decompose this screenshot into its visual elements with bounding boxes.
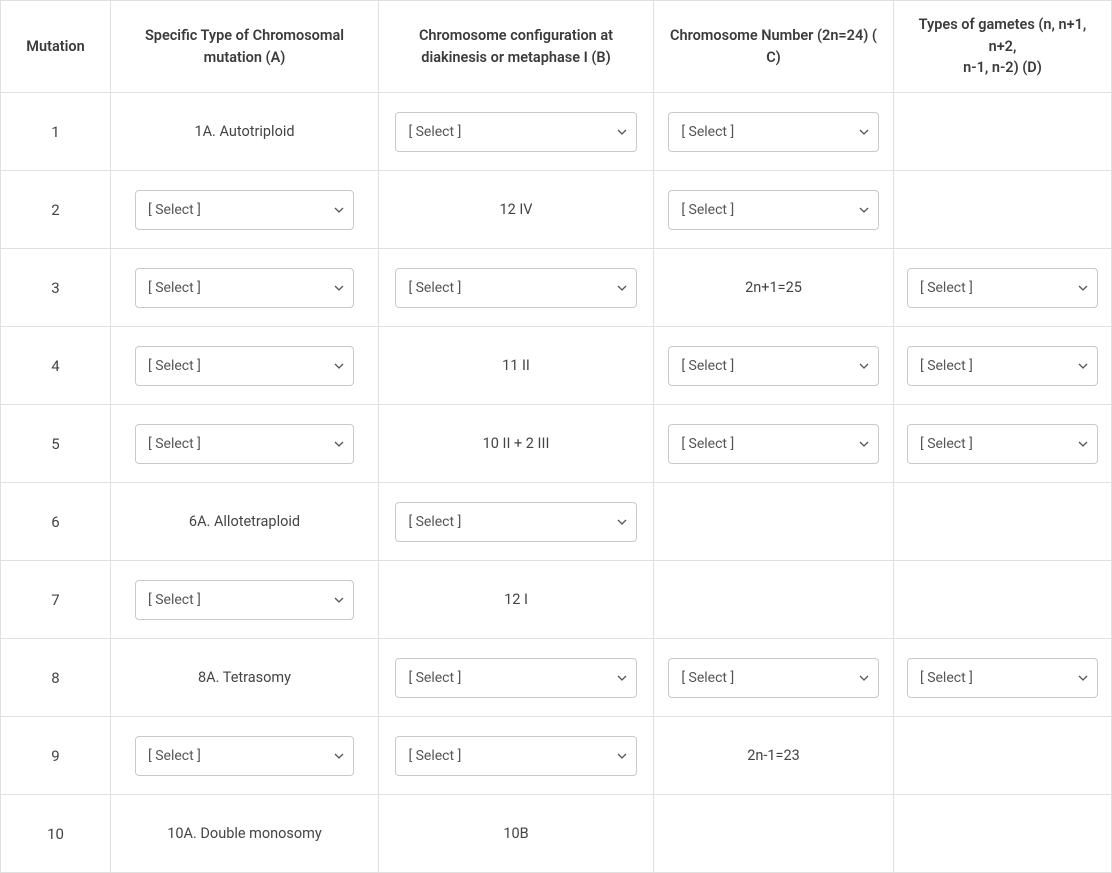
chevron-down-icon bbox=[859, 129, 869, 135]
row-number: 3 bbox=[51, 279, 59, 297]
select-d-row3[interactable]: [ Select ] bbox=[907, 268, 1098, 308]
table-header: Mutation Specific Type of Chromosomal mu… bbox=[1, 1, 1112, 93]
cell-text-b-row10: 10B bbox=[503, 825, 528, 842]
chevron-down-icon bbox=[1078, 675, 1088, 681]
select-placeholder: [ Select ] bbox=[681, 358, 734, 374]
select-placeholder: [ Select ] bbox=[920, 358, 973, 374]
select-placeholder: [ Select ] bbox=[148, 202, 201, 218]
table-row: 9 [ Select ] [ Select ] 2n-1=23 bbox=[1, 717, 1112, 795]
select-a-row5[interactable]: [ Select ] bbox=[135, 424, 354, 464]
select-placeholder: [ Select ] bbox=[681, 436, 734, 452]
select-placeholder: [ Select ] bbox=[681, 670, 734, 686]
chevron-down-icon bbox=[859, 675, 869, 681]
header-col-d: Types of gametes (n, n+1, n+2, n-1, n-2)… bbox=[894, 1, 1112, 93]
row-number: 4 bbox=[51, 357, 59, 375]
select-placeholder: [ Select ] bbox=[408, 280, 461, 296]
select-a-row2[interactable]: [ Select ] bbox=[135, 190, 354, 230]
chevron-down-icon bbox=[859, 363, 869, 369]
cell-text-a-row1: 1A. Autotriploid bbox=[194, 123, 294, 140]
row-number: 7 bbox=[51, 591, 59, 609]
select-a-row3[interactable]: [ Select ] bbox=[135, 268, 354, 308]
select-a-row7[interactable]: [ Select ] bbox=[135, 580, 354, 620]
table-row: 4 [ Select ] 11 II [ Select ] [ Select ] bbox=[1, 327, 1112, 405]
header-col-b: Chromosome configuration at diakinesis o… bbox=[379, 1, 654, 93]
row-number: 6 bbox=[51, 513, 59, 531]
select-placeholder: [ Select ] bbox=[920, 670, 973, 686]
row-number: 5 bbox=[51, 435, 59, 453]
chevron-down-icon bbox=[859, 207, 869, 213]
select-placeholder: [ Select ] bbox=[148, 592, 201, 608]
chevron-down-icon bbox=[617, 519, 627, 525]
select-d-row5[interactable]: [ Select ] bbox=[907, 424, 1098, 464]
mutation-table: Mutation Specific Type of Chromosomal mu… bbox=[0, 0, 1112, 873]
select-c-row8[interactable]: [ Select ] bbox=[668, 658, 878, 698]
select-placeholder: [ Select ] bbox=[148, 748, 201, 764]
select-placeholder: [ Select ] bbox=[408, 670, 461, 686]
cell-text-a-row6: 6A. Allotetraploid bbox=[189, 513, 300, 530]
table-row: 7 [ Select ] 12 I bbox=[1, 561, 1112, 639]
header-col-c: Chromosome Number (2n=24) ( C) bbox=[654, 1, 894, 93]
select-placeholder: [ Select ] bbox=[408, 748, 461, 764]
select-a-row9[interactable]: [ Select ] bbox=[135, 736, 354, 776]
chevron-down-icon bbox=[617, 285, 627, 291]
chevron-down-icon bbox=[334, 597, 344, 603]
cell-text-b-row7: 12 I bbox=[504, 591, 528, 608]
table-row: 5 [ Select ] 10 II + 2 III [ Select ] [ Sele… bbox=[1, 405, 1112, 483]
cell-text-c-row9: 2n-1=23 bbox=[747, 747, 800, 764]
table-body: 1 1A. Autotriploid [ Select ] [ Select ] 2 [ … bbox=[1, 93, 1112, 873]
chevron-down-icon bbox=[1078, 285, 1088, 291]
select-b-row3[interactable]: [ Select ] bbox=[395, 268, 636, 308]
cell-text-c-row3: 2n+1=25 bbox=[745, 279, 802, 296]
cell-text-a-row10: 10A. Double monosomy bbox=[167, 825, 322, 842]
select-placeholder: [ Select ] bbox=[681, 202, 734, 218]
select-b-row9[interactable]: [ Select ] bbox=[395, 736, 636, 776]
row-number: 8 bbox=[51, 669, 59, 687]
chevron-down-icon bbox=[617, 129, 627, 135]
select-c-row4[interactable]: [ Select ] bbox=[668, 346, 878, 386]
header-mutation: Mutation bbox=[1, 1, 111, 93]
cell-text-b-row2: 12 IV bbox=[499, 201, 532, 218]
select-b-row8[interactable]: [ Select ] bbox=[395, 658, 636, 698]
select-c-row1[interactable]: [ Select ] bbox=[668, 112, 878, 152]
chevron-down-icon bbox=[334, 285, 344, 291]
select-d-row4[interactable]: [ Select ] bbox=[907, 346, 1098, 386]
table-row: 10 10A. Double monosomy 10B bbox=[1, 795, 1112, 873]
select-d-row8[interactable]: [ Select ] bbox=[907, 658, 1098, 698]
chevron-down-icon bbox=[617, 753, 627, 759]
select-a-row4[interactable]: [ Select ] bbox=[135, 346, 354, 386]
chevron-down-icon bbox=[334, 753, 344, 759]
cell-text-b-row4: 11 II bbox=[502, 357, 530, 374]
select-c-row2[interactable]: [ Select ] bbox=[668, 190, 878, 230]
table-row: 1 1A. Autotriploid [ Select ] [ Select ] bbox=[1, 93, 1112, 171]
chevron-down-icon bbox=[859, 441, 869, 447]
select-b-row6[interactable]: [ Select ] bbox=[395, 502, 636, 542]
table-row: 6 6A. Allotetraploid [ Select ] bbox=[1, 483, 1112, 561]
select-placeholder: [ Select ] bbox=[920, 280, 973, 296]
row-number: 2 bbox=[51, 201, 59, 219]
select-placeholder: [ Select ] bbox=[148, 436, 201, 452]
header-col-a: Specific Type of Chromosomal mutation (A… bbox=[111, 1, 379, 93]
table-row: 2 [ Select ] 12 IV [ Select ] bbox=[1, 171, 1112, 249]
chevron-down-icon bbox=[334, 441, 344, 447]
table-row: 3 [ Select ] [ Select ] 2n+1=25 [ Select ] bbox=[1, 249, 1112, 327]
select-placeholder: [ Select ] bbox=[681, 124, 734, 140]
chevron-down-icon bbox=[334, 207, 344, 213]
cell-text-b-row5: 10 II + 2 III bbox=[483, 435, 550, 452]
select-placeholder: [ Select ] bbox=[408, 514, 461, 530]
row-number: 10 bbox=[47, 825, 64, 843]
table-row: 8 8A. Tetrasomy [ Select ] [ Select ] [ Sele… bbox=[1, 639, 1112, 717]
select-placeholder: [ Select ] bbox=[148, 358, 201, 374]
chevron-down-icon bbox=[334, 363, 344, 369]
chevron-down-icon bbox=[1078, 363, 1088, 369]
select-placeholder: [ Select ] bbox=[148, 280, 201, 296]
chevron-down-icon bbox=[617, 675, 627, 681]
row-number: 9 bbox=[51, 747, 59, 765]
select-placeholder: [ Select ] bbox=[408, 124, 461, 140]
chevron-down-icon bbox=[1078, 441, 1088, 447]
select-b-row1[interactable]: [ Select ] bbox=[395, 112, 636, 152]
select-placeholder: [ Select ] bbox=[920, 436, 973, 452]
cell-text-a-row8: 8A. Tetrasomy bbox=[198, 669, 291, 686]
select-c-row5[interactable]: [ Select ] bbox=[668, 424, 878, 464]
row-number: 1 bbox=[51, 123, 59, 141]
